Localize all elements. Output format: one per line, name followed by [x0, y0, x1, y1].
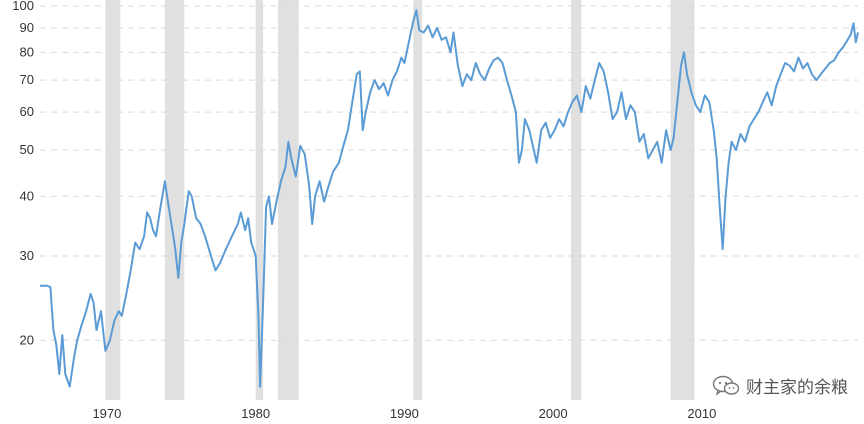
y-tick-label-100: 100	[12, 0, 34, 13]
x-tick-label-1990: 1990	[390, 406, 419, 421]
wechat-icon	[712, 375, 740, 396]
y-tick-label-60: 60	[20, 104, 34, 119]
recession-band-5	[570, 0, 582, 400]
y-tick-label-20: 20	[20, 332, 34, 347]
x-axis-ticks: 1970 1980 1990 2000 2010	[92, 406, 716, 421]
x-tick-label-1980: 1980	[241, 406, 270, 421]
watermark-text: 财主家的余粮	[746, 378, 848, 398]
y-tick-label-40: 40	[20, 188, 34, 203]
recession-band-4	[413, 0, 423, 400]
y-tick-label-90: 90	[20, 20, 34, 35]
recession-band-1	[164, 0, 185, 400]
y-axis-ticks: 20 30 40 50 60 70 80 90 100	[12, 0, 34, 347]
y-tick-label-70: 70	[20, 72, 34, 87]
gridlines	[40, 5, 858, 341]
y-tick-label-30: 30	[20, 248, 34, 263]
recession-band-2	[255, 0, 264, 400]
series-layer	[40, 9, 859, 388]
x-tick-label-2000: 2000	[539, 406, 568, 421]
x-tick-label-1970: 1970	[92, 406, 121, 421]
y-tick-label-50: 50	[20, 142, 34, 157]
series-line-0	[40, 9, 859, 388]
x-tick-label-2010: 2010	[687, 406, 716, 421]
watermark: 财主家的余粮	[712, 373, 848, 398]
recession-band-0	[105, 0, 121, 400]
y-tick-label-80: 80	[20, 44, 34, 59]
recession-bands	[105, 0, 695, 400]
recession-band-3	[277, 0, 299, 400]
